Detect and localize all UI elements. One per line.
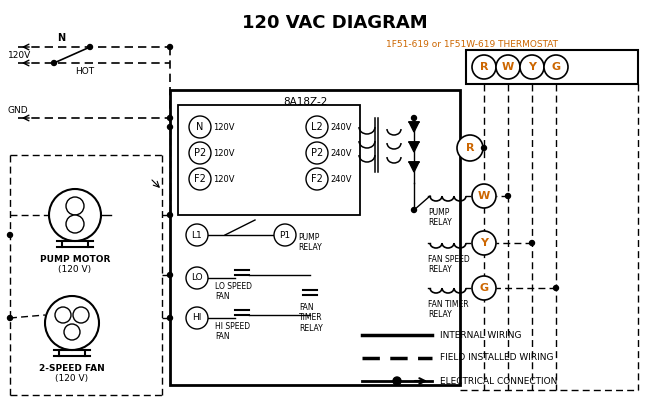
Text: PUMP
RELAY: PUMP RELAY (428, 208, 452, 228)
Text: P1: P1 (279, 230, 291, 240)
Text: FAN SPEED
RELAY: FAN SPEED RELAY (428, 255, 470, 274)
Text: W: W (478, 191, 490, 201)
Circle shape (553, 285, 559, 290)
Text: FIELD INSTALLED WIRING: FIELD INSTALLED WIRING (440, 354, 553, 362)
Text: 120 VAC DIAGRAM: 120 VAC DIAGRAM (242, 14, 428, 32)
Circle shape (73, 307, 89, 323)
Text: N: N (57, 33, 65, 43)
Text: 120V: 120V (213, 122, 234, 132)
Text: 2-SPEED FAN: 2-SPEED FAN (39, 364, 105, 373)
Text: HI SPEED
FAN: HI SPEED FAN (215, 322, 250, 341)
Text: GND: GND (8, 106, 29, 115)
Bar (178, 105, 360, 215)
Text: 240V: 240V (330, 174, 352, 184)
Circle shape (66, 197, 84, 215)
Text: P2: P2 (194, 148, 206, 158)
Text: F2: F2 (194, 174, 206, 184)
Circle shape (186, 267, 208, 289)
Circle shape (472, 231, 496, 255)
Circle shape (45, 296, 99, 350)
Text: FAN TIMER
RELAY: FAN TIMER RELAY (428, 300, 468, 319)
Circle shape (411, 207, 417, 212)
Text: FAN
TIMER
RELAY: FAN TIMER RELAY (299, 303, 323, 333)
Polygon shape (409, 122, 419, 132)
Text: PUMP MOTOR: PUMP MOTOR (40, 255, 110, 264)
Text: F2: F2 (311, 174, 323, 184)
Circle shape (393, 377, 401, 385)
Circle shape (168, 44, 172, 49)
Text: Y: Y (480, 238, 488, 248)
Text: LO SPEED
FAN: LO SPEED FAN (215, 282, 252, 301)
Text: N: N (196, 122, 204, 132)
Text: G: G (551, 62, 561, 72)
Circle shape (168, 316, 172, 321)
Circle shape (306, 142, 328, 164)
Text: 120V: 120V (213, 174, 234, 184)
Circle shape (52, 60, 56, 65)
Circle shape (520, 55, 544, 79)
Text: P2: P2 (311, 148, 323, 158)
Text: HI: HI (192, 313, 202, 323)
Text: L1: L1 (192, 230, 202, 240)
Text: PUMP
RELAY: PUMP RELAY (298, 233, 322, 252)
Circle shape (411, 116, 417, 121)
Circle shape (88, 44, 92, 49)
Circle shape (168, 212, 172, 217)
Circle shape (168, 124, 172, 129)
Text: 120V: 120V (213, 148, 234, 158)
Text: W: W (502, 62, 514, 72)
Circle shape (168, 272, 172, 277)
Circle shape (306, 168, 328, 190)
Circle shape (505, 194, 511, 199)
Text: (120 V): (120 V) (56, 374, 88, 383)
Circle shape (306, 116, 328, 138)
Bar (170, 90, 460, 385)
Circle shape (472, 184, 496, 208)
Text: 8A18Z-2: 8A18Z-2 (283, 97, 327, 107)
Text: R: R (466, 143, 474, 153)
Circle shape (7, 316, 13, 321)
Circle shape (55, 307, 71, 323)
Text: LO: LO (191, 274, 203, 282)
Circle shape (49, 189, 101, 241)
Text: LO: LO (59, 313, 67, 318)
Circle shape (189, 168, 211, 190)
Text: Y: Y (528, 62, 536, 72)
Text: L2: L2 (311, 122, 323, 132)
Text: 120V: 120V (8, 51, 31, 60)
Text: 240V: 240V (330, 122, 352, 132)
Text: HI: HI (69, 329, 75, 334)
Circle shape (7, 233, 13, 238)
Circle shape (472, 276, 496, 300)
Bar (466, 50, 638, 84)
Text: G: G (480, 283, 488, 293)
Polygon shape (409, 142, 419, 152)
Text: HOT: HOT (75, 67, 94, 76)
Circle shape (274, 224, 296, 246)
Text: ELECTRICAL CONNECTION: ELECTRICAL CONNECTION (440, 377, 557, 385)
Circle shape (189, 116, 211, 138)
Text: 240V: 240V (330, 148, 352, 158)
Circle shape (482, 145, 486, 150)
Text: 1F51-619 or 1F51W-619 THERMOSTAT: 1F51-619 or 1F51W-619 THERMOSTAT (386, 39, 558, 49)
Text: (120 V): (120 V) (58, 265, 92, 274)
Circle shape (64, 324, 80, 340)
Text: INTERNAL WIRING: INTERNAL WIRING (440, 331, 521, 339)
Circle shape (186, 224, 208, 246)
Circle shape (457, 135, 483, 161)
Text: R: R (480, 62, 488, 72)
Circle shape (189, 142, 211, 164)
Circle shape (496, 55, 520, 79)
Polygon shape (409, 162, 419, 172)
Circle shape (544, 55, 568, 79)
Circle shape (168, 116, 172, 121)
Circle shape (529, 241, 535, 246)
Text: COM: COM (45, 323, 65, 331)
Circle shape (186, 307, 208, 329)
Circle shape (472, 55, 496, 79)
Circle shape (66, 215, 84, 233)
